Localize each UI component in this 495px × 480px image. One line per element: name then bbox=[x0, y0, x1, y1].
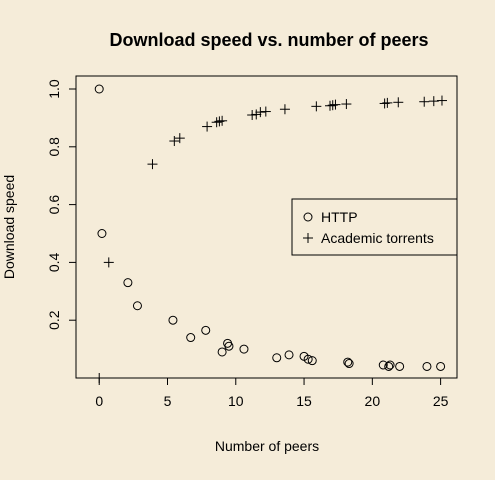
academic-torrents-point bbox=[419, 96, 430, 107]
legend-box bbox=[291, 198, 458, 256]
y-axis: 0.2 0.4 0.6 0.8 1.0 bbox=[46, 79, 76, 330]
x-tick-label: 5 bbox=[164, 393, 172, 409]
academic-torrents-point bbox=[330, 99, 341, 110]
http-point bbox=[378, 360, 388, 370]
http-point bbox=[422, 361, 432, 371]
http-point bbox=[239, 344, 249, 354]
academic-torrents-point bbox=[147, 159, 158, 170]
http-point bbox=[168, 315, 178, 325]
http-point bbox=[307, 356, 317, 366]
academic-torrents-point bbox=[251, 109, 262, 120]
legend-label: HTTP bbox=[321, 209, 358, 225]
legend: HTTP Academic torrents bbox=[291, 198, 458, 256]
legend-label: Academic torrents bbox=[321, 230, 434, 246]
x-axis: 0 5 10 15 20 25 bbox=[95, 378, 449, 409]
chart-title: Download speed vs. number of peers bbox=[109, 30, 428, 50]
http-point bbox=[343, 357, 353, 367]
academic-torrents-point bbox=[247, 110, 258, 121]
academic-torrents-point bbox=[174, 133, 185, 144]
x-axis-label: Number of peers bbox=[215, 438, 319, 454]
y-tick-label: 0.8 bbox=[46, 137, 62, 157]
http-point bbox=[186, 333, 196, 343]
academic-torrents-point bbox=[169, 136, 180, 147]
academic-torrents-point bbox=[379, 98, 390, 109]
http-point bbox=[201, 325, 211, 335]
http-point bbox=[436, 361, 446, 371]
http-point bbox=[284, 350, 294, 360]
y-axis-label: Download speed bbox=[1, 175, 17, 279]
academic-torrents-point bbox=[214, 116, 225, 127]
academic-torrents-point bbox=[202, 121, 213, 132]
y-tick-label: 0.4 bbox=[46, 252, 62, 272]
http-point bbox=[385, 360, 395, 370]
academic-torrents-point bbox=[103, 257, 114, 268]
http-point bbox=[272, 353, 282, 363]
academic-torrents-point bbox=[325, 100, 335, 111]
academic-torrents-point bbox=[393, 97, 404, 108]
http-point bbox=[344, 359, 354, 369]
legend-plus-icon bbox=[303, 233, 313, 243]
x-tick-label: 0 bbox=[95, 393, 103, 409]
plot-frame bbox=[75, 75, 458, 379]
http-point bbox=[303, 354, 313, 364]
y-tick-label: 0.2 bbox=[46, 310, 62, 330]
academic-torrents-point bbox=[382, 97, 393, 108]
academic-torrents-point bbox=[255, 107, 266, 118]
http-point bbox=[217, 347, 227, 357]
academic-torrents-point bbox=[260, 106, 271, 117]
http-point bbox=[123, 278, 133, 288]
x-tick-label: 20 bbox=[365, 393, 381, 409]
academic-torrents-point bbox=[211, 117, 222, 128]
academic-torrents-point bbox=[217, 115, 228, 126]
x-tick-label: 15 bbox=[296, 393, 312, 409]
http-point bbox=[97, 229, 107, 239]
academic-torrents-point bbox=[327, 100, 338, 111]
http-point bbox=[384, 361, 394, 371]
academic-torrents-point bbox=[311, 101, 322, 112]
http-point bbox=[94, 84, 104, 94]
http-point bbox=[395, 361, 405, 371]
http-point bbox=[224, 341, 234, 351]
academic-torrents-point bbox=[436, 95, 447, 106]
y-tick-label: 1.0 bbox=[46, 79, 62, 99]
x-tick-label: 10 bbox=[228, 393, 244, 409]
data-points bbox=[94, 84, 447, 383]
academic-torrents-point bbox=[428, 96, 439, 107]
legend-circle-icon bbox=[303, 212, 313, 222]
academic-torrents-point bbox=[279, 104, 290, 115]
y-tick-label: 0.6 bbox=[46, 195, 62, 215]
academic-torrents-point bbox=[94, 373, 105, 383]
x-tick-label: 25 bbox=[433, 393, 449, 409]
http-point bbox=[132, 301, 142, 311]
academic-torrents-point bbox=[341, 99, 352, 110]
